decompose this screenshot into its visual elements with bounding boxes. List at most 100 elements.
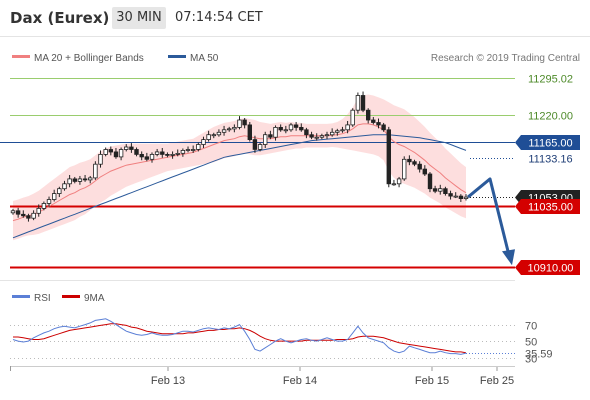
- candle-25: [139, 151, 144, 161]
- candle-body-8: [52, 193, 57, 200]
- candle-body-28: [154, 151, 160, 155]
- candle-53: [283, 125, 288, 134]
- candle-body-82: [432, 188, 438, 192]
- ma50-legend-label: MA 50: [190, 53, 219, 64]
- candle-80: [422, 165, 427, 176]
- candle-body-43: [232, 127, 237, 130]
- candle-58: [309, 131, 314, 140]
- candle-84: [443, 186, 448, 196]
- candle-body-31: [170, 153, 175, 156]
- candle-body-7: [46, 199, 52, 204]
- price-label-text-2: 11165.00: [528, 138, 572, 150]
- candle-39: [211, 132, 216, 139]
- candle-body-24: [134, 149, 139, 155]
- candle-body-68: [360, 95, 366, 111]
- candle-body-3: [26, 215, 31, 219]
- candle-body-71: [376, 122, 381, 126]
- price-label-text-6: 10910.00: [528, 263, 574, 275]
- chart-header: Dax (Eurex) 30 MIN 07:14:54 CET: [0, 0, 590, 36]
- candle-body-13: [77, 178, 83, 182]
- candle-73: [386, 126, 391, 188]
- candle-body-10: [62, 183, 67, 190]
- candle-44: [237, 116, 242, 130]
- candle-body-74: [391, 183, 397, 186]
- candle-19: [108, 146, 113, 156]
- candle-body-81: [427, 173, 433, 190]
- candle-body-49: [262, 134, 268, 145]
- price-label-2: 11165.00: [515, 135, 580, 150]
- candle-body-70: [371, 119, 376, 123]
- candle-body-1: [15, 210, 21, 215]
- candle-body-69: [365, 109, 371, 121]
- candle-body-11: [67, 178, 72, 185]
- candle-50: [268, 130, 273, 140]
- candle-body-42: [226, 128, 232, 131]
- candle-body-35: [190, 149, 196, 151]
- x-label-0: Feb 13: [151, 375, 185, 387]
- candle-31: [170, 151, 175, 159]
- price-label-5: 11035.00: [515, 199, 580, 214]
- candle-body-5: [36, 207, 41, 214]
- price-label-1: 11220.00: [515, 108, 580, 123]
- candle-body-21: [118, 149, 124, 158]
- research-credit: Research © 2019 Trading Central: [431, 53, 580, 64]
- candle-body-65: [345, 124, 350, 131]
- candle-22: [124, 144, 129, 152]
- candle-23: [129, 143, 134, 153]
- candle-body-87: [458, 195, 464, 200]
- price-axis-labels: 11295.0211220.0011165.0011133.1611053.00…: [515, 71, 580, 275]
- candle-54: [288, 122, 294, 132]
- projection-arrow-head: [502, 249, 515, 266]
- candle-77: [407, 155, 412, 166]
- rsi-current-value: 35.59: [525, 349, 553, 361]
- candle-body-73: [386, 129, 391, 185]
- candle-56: [299, 123, 304, 132]
- candle-body-37: [201, 139, 206, 145]
- candle-body-86: [453, 195, 458, 198]
- candle-33: [180, 148, 186, 157]
- timestamp: 07:14:54 CET: [175, 10, 263, 25]
- candle-body-23: [129, 146, 134, 150]
- candle-62: [329, 128, 335, 137]
- candle-body-48: [257, 144, 263, 150]
- candle-body-26: [144, 156, 149, 160]
- candle-32: [175, 149, 180, 157]
- candle-65: [345, 120, 350, 134]
- price-label-box-0: [515, 71, 580, 86]
- candle-body-40: [216, 131, 222, 136]
- candle-83: [438, 184, 443, 195]
- candle-35: [190, 145, 196, 153]
- candle-3: [26, 213, 31, 222]
- candle-body-15: [88, 177, 93, 181]
- candle-body-59: [314, 136, 319, 139]
- candle-75: [396, 176, 402, 188]
- candle-body-27: [149, 153, 155, 160]
- ma50-legend-swatch: [168, 55, 186, 58]
- candle-body-22: [124, 146, 129, 150]
- candle-body-46: [247, 124, 252, 141]
- candle-12: [72, 176, 77, 184]
- candle-68: [360, 91, 366, 113]
- x-label-3: Feb 25: [480, 375, 514, 387]
- candle-16: [93, 161, 98, 180]
- candle-57: [304, 127, 309, 139]
- candle-body-55: [293, 124, 299, 128]
- price-label-box-6: [515, 260, 580, 275]
- projection-arrow-line: [467, 177, 511, 256]
- candle-body-9: [57, 188, 62, 194]
- candle-63: [335, 128, 340, 136]
- interval-selector[interactable]: 30 MIN: [112, 7, 166, 29]
- time-axis: Feb 13 Feb 14 Feb 15 Feb 25: [10, 366, 514, 387]
- candle-body-47: [252, 139, 258, 150]
- candle-0: [10, 208, 16, 215]
- candle-71: [376, 118, 381, 129]
- candle-body-39: [211, 134, 216, 137]
- candle-7: [46, 196, 52, 207]
- candle-61: [324, 131, 330, 140]
- candle-66: [350, 108, 355, 127]
- candle-body-0: [10, 210, 16, 214]
- candle-8: [52, 189, 57, 202]
- price-label-text-1: 11220.00: [528, 111, 573, 123]
- candle-body-12: [72, 178, 77, 182]
